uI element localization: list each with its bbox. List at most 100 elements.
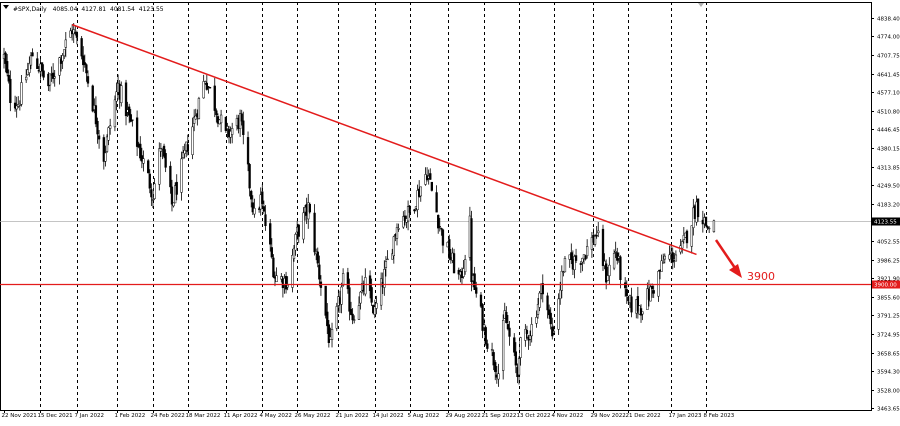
candle-body [631, 297, 633, 312]
symbol-label: #SPX,Daily [13, 6, 47, 13]
candle-body [326, 312, 328, 326]
candle-body [471, 218, 473, 281]
x-tick-label: 13 Oct 2022 [517, 413, 551, 419]
candle-body [97, 121, 99, 134]
candle-body [539, 293, 541, 307]
candle-body [358, 306, 360, 320]
candle-body [420, 187, 422, 196]
y-tick-label: 4380.15 [877, 147, 900, 153]
candle-body [653, 290, 655, 293]
candle-body [431, 182, 433, 190]
candle-body [263, 207, 265, 212]
candle-body [620, 257, 622, 280]
candle-body [347, 272, 349, 288]
close-value: 4123.55 [139, 6, 164, 13]
candle-body [713, 221, 715, 232]
candle-body [505, 312, 507, 323]
candle-body [515, 352, 517, 365]
candle-body [261, 192, 263, 204]
candle-body [526, 330, 528, 333]
candle-body [561, 271, 563, 290]
candle-body [518, 358, 520, 374]
x-tick-label: 29 Nov 2022 [591, 413, 626, 419]
x-tick-label: 4 Nov 2022 [552, 413, 584, 419]
candle-body [681, 242, 683, 249]
candle-body [209, 87, 211, 88]
candle-body [349, 288, 351, 312]
candle-body [360, 292, 362, 303]
candle-body [86, 65, 88, 73]
candle-body [586, 246, 588, 255]
open-value: 4085.04 [53, 6, 78, 13]
x-tick-label: 29 Aug 2022 [446, 413, 481, 419]
candle-body [271, 247, 273, 257]
candle-body [705, 217, 707, 226]
candle-body [62, 55, 64, 61]
x-tick-label: 7 Jan 2022 [75, 413, 104, 419]
y-tick-label: 4446.45 [877, 128, 900, 134]
candle-body [231, 128, 233, 134]
candle-body [152, 200, 154, 201]
candle-body [314, 213, 316, 252]
candle-body [615, 251, 617, 252]
candle-body [697, 199, 699, 217]
candle-body [6, 61, 8, 73]
candle-body [393, 237, 395, 256]
candle-body [448, 239, 450, 258]
candle-body [149, 174, 151, 188]
candle-body [352, 314, 354, 320]
candle-body [114, 100, 116, 127]
candle-body [662, 262, 664, 263]
candle-body [206, 83, 208, 89]
candle-body [214, 86, 216, 111]
candle-body [669, 255, 671, 259]
x-tick-label: 21 Sep 2022 [482, 413, 517, 419]
x-tick-label: 4 May 2022 [260, 413, 292, 419]
y-tick-label: 3463.65 [877, 407, 900, 413]
candle-body [303, 213, 305, 239]
candle-body [247, 137, 249, 164]
candle-body [594, 236, 596, 244]
candle-body [43, 71, 45, 77]
support-level-tag: 3900.00 [874, 283, 897, 289]
candle-body [105, 153, 107, 161]
candle-body [30, 56, 32, 65]
candle-body [84, 63, 86, 65]
candle-body [498, 374, 500, 379]
candle-body [65, 40, 67, 47]
candle-body [626, 289, 628, 295]
candle-body [136, 118, 138, 147]
candle-body [575, 256, 577, 261]
candle-body [215, 111, 217, 115]
y-tick-label: 4577.10 [877, 91, 900, 97]
x-tick-label: 5 Aug 2022 [408, 413, 440, 419]
candle-body [54, 77, 56, 78]
candle-body [120, 86, 122, 103]
candle-body [429, 173, 431, 179]
candle-body [74, 32, 76, 33]
candle-body [280, 277, 282, 280]
y-tick-label: 3528.00 [877, 389, 900, 395]
x-tick-label: 1 Feb 2022 [115, 413, 146, 419]
y-tick-label: 3724.95 [877, 333, 900, 339]
candle-body [158, 149, 160, 185]
candle-body [564, 258, 566, 272]
candle-body [198, 98, 200, 118]
x-tick-label: 14 Jul 2022 [373, 413, 404, 419]
candle-body [364, 277, 366, 294]
x-tick-label: 26 May 2022 [295, 413, 331, 419]
candle-body [32, 53, 34, 56]
candle-body [597, 231, 599, 233]
candle-body [375, 303, 377, 308]
y-tick-label: 4707.75 [877, 54, 900, 60]
y-tick-label: 4052.55 [877, 240, 900, 246]
candle-body [131, 120, 133, 121]
candle-body [81, 38, 83, 56]
x-tick-label: 24 Feb 2022 [151, 413, 185, 419]
candle-body [336, 306, 338, 328]
candle-body [442, 230, 444, 246]
y-tick-label: 4183.20 [877, 203, 900, 209]
candle-body [276, 276, 278, 282]
